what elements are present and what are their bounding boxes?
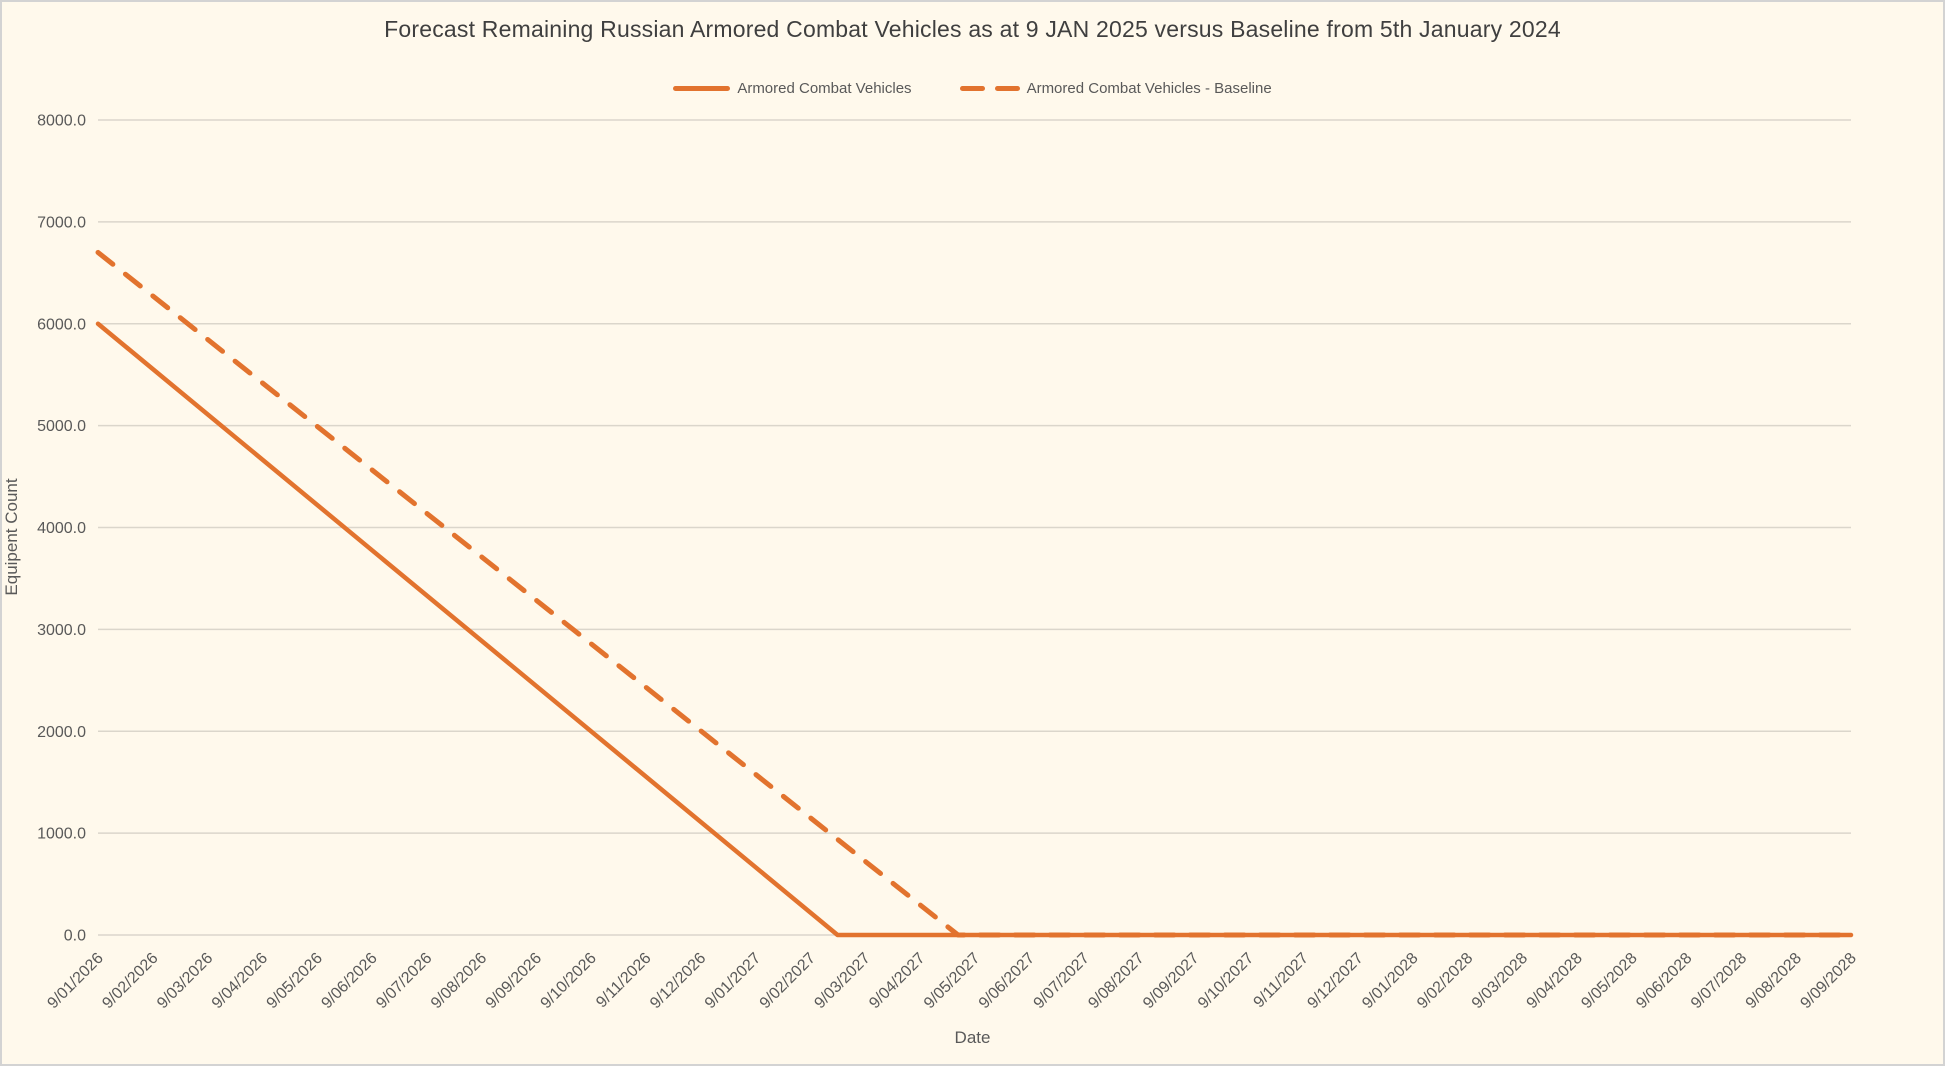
svg-text:1000.0: 1000.0 (37, 826, 86, 843)
svg-text:0.0: 0.0 (64, 928, 86, 945)
legend-item-armored-combat-vehicles: Armored Combat Vehicles (673, 80, 912, 97)
legend-label-armored-combat-vehicles: Armored Combat Vehicles (737, 80, 912, 97)
svg-text:9/04/2026: 9/04/2026 (209, 950, 271, 1012)
legend: Armored Combat Vehicles Armored Combat V… (2, 80, 1943, 97)
svg-text:9/09/2028: 9/09/2028 (1797, 950, 1859, 1012)
svg-text:9/02/2028: 9/02/2028 (1414, 950, 1476, 1012)
svg-text:9/01/2028: 9/01/2028 (1359, 950, 1421, 1012)
svg-text:9/04/2027: 9/04/2027 (866, 950, 928, 1012)
svg-text:9/11/2026: 9/11/2026 (593, 950, 655, 1012)
svg-text:9/10/2026: 9/10/2026 (538, 950, 600, 1012)
svg-text:9/12/2027: 9/12/2027 (1304, 950, 1366, 1012)
legend-item-baseline: Armored Combat Vehicles - Baseline (959, 80, 1272, 97)
svg-text:8000.0: 8000.0 (37, 113, 86, 130)
svg-text:9/08/2026: 9/08/2026 (428, 950, 490, 1012)
y-axis-title: Equipent Count (2, 478, 21, 596)
svg-text:9/12/2026: 9/12/2026 (647, 950, 709, 1012)
svg-text:9/04/2028: 9/04/2028 (1524, 950, 1586, 1012)
svg-text:9/07/2026: 9/07/2026 (373, 950, 435, 1012)
x-axis-title: Date (954, 1028, 991, 1047)
dashed-line-swatch-icon (959, 85, 1020, 92)
svg-text:9/06/2026: 9/06/2026 (318, 950, 380, 1012)
svg-text:9/06/2027: 9/06/2027 (976, 950, 1038, 1012)
svg-text:9/09/2026: 9/09/2026 (483, 950, 545, 1012)
svg-text:6000.0: 6000.0 (37, 316, 86, 333)
svg-text:9/01/2027: 9/01/2027 (702, 950, 764, 1012)
svg-text:5000.0: 5000.0 (37, 418, 86, 435)
svg-text:9/08/2028: 9/08/2028 (1743, 950, 1805, 1012)
svg-text:9/03/2028: 9/03/2028 (1469, 950, 1531, 1012)
svg-text:2000.0: 2000.0 (37, 724, 86, 741)
svg-text:9/02/2026: 9/02/2026 (99, 950, 161, 1012)
svg-text:9/05/2027: 9/05/2027 (921, 950, 983, 1012)
svg-text:9/03/2027: 9/03/2027 (811, 950, 873, 1012)
svg-text:9/06/2028: 9/06/2028 (1633, 950, 1695, 1012)
svg-text:9/11/2027: 9/11/2027 (1250, 950, 1312, 1012)
svg-text:9/07/2028: 9/07/2028 (1688, 950, 1750, 1012)
svg-text:9/01/2026: 9/01/2026 (44, 950, 106, 1012)
svg-text:9/08/2027: 9/08/2027 (1085, 950, 1147, 1012)
svg-text:3000.0: 3000.0 (37, 622, 86, 639)
svg-text:9/10/2027: 9/10/2027 (1195, 950, 1257, 1012)
svg-text:9/07/2027: 9/07/2027 (1031, 950, 1093, 1012)
svg-text:9/02/2027: 9/02/2027 (757, 950, 819, 1012)
svg-text:9/09/2027: 9/09/2027 (1140, 950, 1202, 1012)
solid-line-swatch-icon (673, 86, 731, 91)
svg-text:9/05/2028: 9/05/2028 (1578, 950, 1640, 1012)
svg-text:9/03/2026: 9/03/2026 (154, 950, 216, 1012)
svg-text:9/05/2026: 9/05/2026 (264, 950, 326, 1012)
legend-label-baseline: Armored Combat Vehicles - Baseline (1026, 80, 1272, 97)
svg-text:7000.0: 7000.0 (37, 214, 86, 231)
svg-text:4000.0: 4000.0 (37, 520, 86, 537)
chart-title: Forecast Remaining Russian Armored Comba… (384, 16, 1561, 42)
